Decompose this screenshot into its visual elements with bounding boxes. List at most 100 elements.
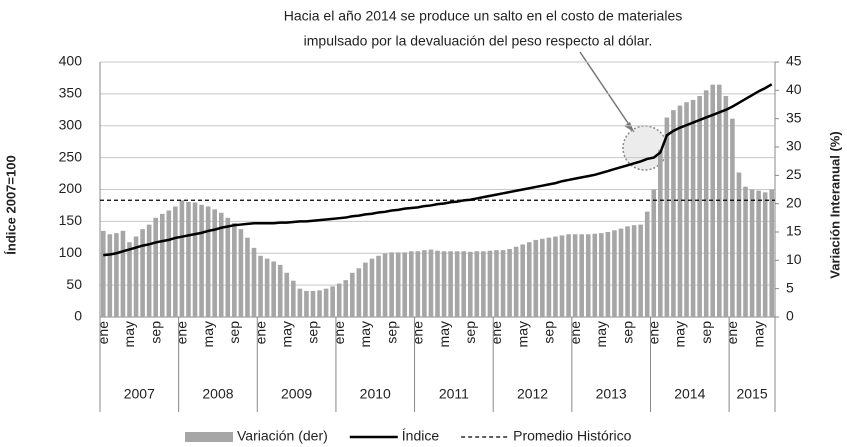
bar xyxy=(454,251,460,317)
bar xyxy=(487,250,493,317)
y-tick-label: 50 xyxy=(66,276,82,292)
bar xyxy=(540,238,545,317)
bar xyxy=(277,264,283,317)
bar xyxy=(730,118,735,318)
y2-tick-label: 0 xyxy=(786,308,794,324)
x-tick-label: sep xyxy=(383,321,399,344)
bar xyxy=(330,286,335,317)
bar xyxy=(120,230,126,317)
x-tick-label: sep xyxy=(226,321,242,344)
x-tick-label: ene xyxy=(645,321,661,345)
bar xyxy=(363,262,368,317)
x-tick-label: may xyxy=(593,321,609,347)
y-tick-label: 300 xyxy=(59,116,83,132)
bar xyxy=(225,217,231,317)
x-tick-label: may xyxy=(514,321,530,347)
bar xyxy=(579,234,584,317)
bar xyxy=(297,288,303,317)
bar xyxy=(481,251,486,317)
x-tick-label: sep xyxy=(619,321,635,344)
bar xyxy=(146,224,152,317)
bar xyxy=(658,149,663,317)
y2-tick-label: 35 xyxy=(786,109,802,125)
bar xyxy=(166,210,172,317)
group-label: 2010 xyxy=(360,386,391,402)
bar xyxy=(114,233,119,317)
bar xyxy=(520,244,525,317)
bar xyxy=(245,237,250,317)
y2-tick-label: 20 xyxy=(786,194,802,210)
bar xyxy=(343,280,349,317)
x-tick-label: sep xyxy=(698,321,714,344)
bar xyxy=(251,247,257,317)
arrow-head xyxy=(624,122,634,132)
bar xyxy=(559,235,565,317)
bar xyxy=(435,250,440,317)
bar xyxy=(264,258,270,317)
y-tick-label: 250 xyxy=(59,148,83,164)
bar xyxy=(467,251,473,317)
x-tick-label: may xyxy=(750,321,766,347)
bar xyxy=(612,230,617,317)
annotation: impulsado por la devaluación del peso re… xyxy=(304,33,653,49)
bar xyxy=(212,209,217,317)
bar xyxy=(395,252,401,317)
y2-tick-label: 30 xyxy=(786,138,802,154)
bar xyxy=(500,250,506,317)
y-axis-label: Índice 2007=100 xyxy=(3,155,18,254)
bar xyxy=(690,99,696,317)
bar xyxy=(546,237,552,317)
y-tick-label: 100 xyxy=(59,244,83,260)
y2-axis-label: Variación Interanual (%) xyxy=(827,131,842,278)
group-label: 2011 xyxy=(439,386,469,402)
y2-tick-label: 15 xyxy=(786,223,802,239)
group-label: 2013 xyxy=(596,386,627,402)
bar xyxy=(533,239,539,317)
x-tick-label: may xyxy=(121,321,137,347)
bar xyxy=(769,189,775,317)
bar xyxy=(762,192,768,317)
group-label: 2007 xyxy=(124,386,155,402)
legend-swatch xyxy=(185,432,233,442)
bar xyxy=(140,229,145,317)
bar xyxy=(684,102,689,317)
bar xyxy=(723,96,729,317)
bar xyxy=(671,110,676,318)
bar xyxy=(526,242,532,317)
bar xyxy=(756,190,761,317)
y2-tick-label: 25 xyxy=(786,166,802,182)
bar xyxy=(310,290,316,317)
group-label: 2014 xyxy=(674,386,705,402)
bar xyxy=(703,90,709,317)
bar xyxy=(304,290,309,317)
bar xyxy=(618,228,624,317)
bar xyxy=(625,226,630,317)
annotation: Hacia el año 2014 se produce un salto en… xyxy=(284,8,682,24)
annotation-arrow xyxy=(579,51,635,133)
bar xyxy=(389,252,394,317)
bar xyxy=(572,234,578,317)
bar xyxy=(356,268,362,317)
bar xyxy=(186,201,191,317)
y-tick-label: 200 xyxy=(59,180,83,196)
bar xyxy=(382,253,388,317)
y-tick-label: 150 xyxy=(59,212,83,228)
bar xyxy=(258,255,263,317)
legend-label: Índice xyxy=(402,428,440,444)
group-label: 2009 xyxy=(281,386,312,402)
bar xyxy=(697,96,702,317)
bar xyxy=(494,250,499,317)
bar xyxy=(664,117,670,318)
x-tick-label: ene xyxy=(724,321,740,345)
bar xyxy=(218,212,224,317)
bar xyxy=(173,206,178,317)
x-tick-label: ene xyxy=(174,321,190,345)
x-tick-label: may xyxy=(200,321,216,347)
y2-tick-label: 5 xyxy=(786,279,794,295)
bar xyxy=(441,251,447,317)
bar xyxy=(749,189,755,317)
y-tick-label: 400 xyxy=(59,53,83,69)
x-tick-label: may xyxy=(278,321,294,347)
bar xyxy=(448,251,453,317)
bar xyxy=(638,224,643,317)
